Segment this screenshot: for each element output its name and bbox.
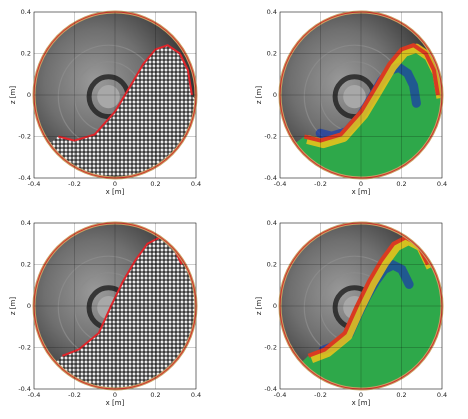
- x-tick-label: 0: [113, 391, 117, 399]
- y-axis-label: z [m]: [255, 297, 263, 315]
- y-tick-label: 0: [27, 302, 31, 310]
- y-axis-label: z [m]: [255, 86, 263, 104]
- x-tick-label: -0.2: [68, 391, 81, 399]
- x-tick-label: -0.4: [28, 391, 41, 399]
- x-axis-label: x [m]: [352, 188, 371, 196]
- x-tick-label: 0: [359, 180, 363, 188]
- y-tick-label: -0.4: [264, 385, 277, 393]
- y-tick-label: 0: [273, 91, 277, 99]
- y-tick-label: 0.4: [267, 8, 277, 16]
- y-tick-label: -0.4: [18, 174, 31, 182]
- y-tick-label: 0.2: [21, 50, 31, 58]
- x-tick-label: -0.2: [314, 180, 327, 188]
- x-tick-label: 0.2: [150, 391, 160, 399]
- x-tick-label: 0.2: [150, 180, 160, 188]
- x-axis-label: x [m]: [352, 399, 371, 407]
- y-tick-label: 0.2: [21, 261, 31, 269]
- drum-hub: [97, 85, 120, 109]
- y-tick-label: 0.2: [267, 50, 277, 58]
- x-tick-label: 0.4: [437, 391, 447, 399]
- drum-hub: [343, 85, 366, 109]
- y-tick-label: 0: [27, 91, 31, 99]
- x-tick-label: 0.4: [191, 180, 201, 188]
- granular-bed: [49, 45, 196, 178]
- x-axis-label: x [m]: [106, 399, 125, 407]
- panel-top-left: -0.4 -0.2 0 0.2 0.4 -0.4 -0.2 0 0.2 0.4 x [m] z [m]: [9, 8, 201, 196]
- y-tick-label: -0.2: [264, 133, 277, 141]
- x-tick-label: 0.2: [396, 180, 406, 188]
- panel-top-right: -0.4 -0.2 0 0.2 0.4 -0.4 -0.2 0 0.2 0.4 x [m] z [m]: [255, 8, 447, 196]
- x-tick-label: -0.2: [68, 180, 81, 188]
- y-tick-label: 0: [273, 302, 277, 310]
- y-tick-label: -0.2: [18, 344, 31, 352]
- x-tick-label: 0.4: [437, 180, 447, 188]
- y-tick-label: 0.4: [21, 219, 31, 227]
- y-tick-label: -0.4: [18, 385, 31, 393]
- x-tick-label: -0.4: [274, 180, 287, 188]
- x-axis-label: x [m]: [106, 188, 125, 196]
- y-tick-label: -0.4: [264, 174, 277, 182]
- panel-bottom-right: -0.4 -0.2 0 0.2 0.4 -0.4 -0.2 0 0.2 0.4 x [m] z [m]: [255, 219, 447, 407]
- x-tick-label: 0.4: [191, 391, 201, 399]
- panel-bottom-left: -0.4 -0.2 0 0.2 0.4 -0.4 -0.2 0 0.2 0.4 x [m] z [m]: [9, 219, 201, 407]
- y-axis-label: z [m]: [9, 297, 17, 315]
- y-tick-label: 0.4: [267, 219, 277, 227]
- x-tick-label: -0.2: [314, 391, 327, 399]
- y-tick-label: 0.4: [21, 8, 31, 16]
- x-tick-label: -0.4: [28, 180, 41, 188]
- granular-bed: [55, 237, 196, 389]
- y-tick-label: -0.2: [264, 344, 277, 352]
- x-tick-label: 0.2: [396, 391, 406, 399]
- x-tick-label: 0: [359, 391, 363, 399]
- x-tick-label: 0: [113, 180, 117, 188]
- y-axis-label: z [m]: [9, 86, 17, 104]
- y-tick-label: 0.2: [267, 261, 277, 269]
- y-tick-label: -0.2: [18, 133, 31, 141]
- x-tick-label: -0.4: [274, 391, 287, 399]
